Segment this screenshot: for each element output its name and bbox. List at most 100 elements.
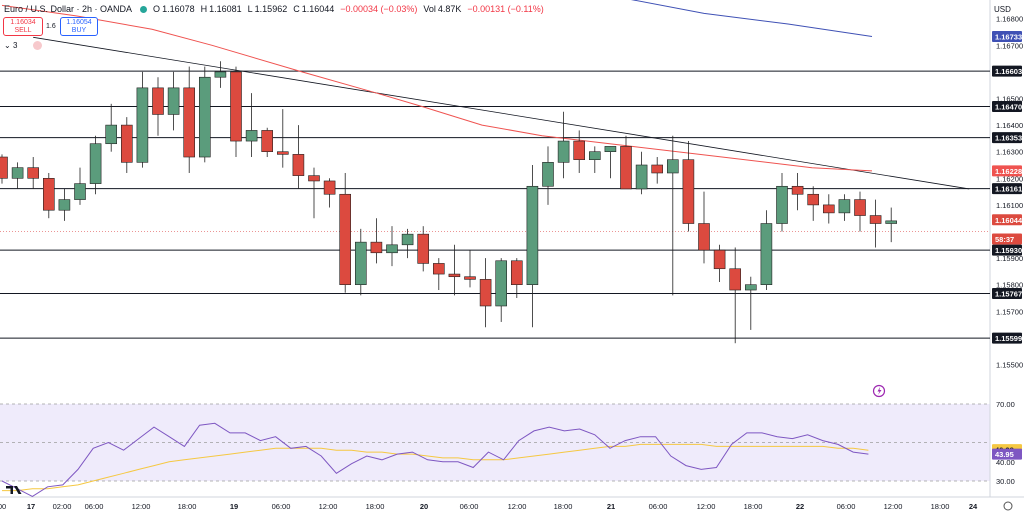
candle[interactable] [479, 258, 492, 328]
candle[interactable] [448, 244, 461, 296]
y-tick-label: 1.16800 [996, 15, 1023, 24]
candle[interactable] [167, 71, 180, 131]
candle[interactable] [354, 228, 367, 296]
candle[interactable] [74, 167, 86, 205]
level-tag-text: 1.15930 [995, 246, 1022, 255]
candle[interactable] [261, 127, 274, 158]
candle-body [542, 162, 554, 187]
x-tick-label: 22 [796, 502, 804, 511]
candle[interactable] [0, 154, 8, 184]
candle[interactable] [510, 258, 523, 298]
x-tick-label: 20 [420, 502, 428, 511]
x-tick-label: 18:00 [554, 502, 573, 511]
candle[interactable] [386, 226, 398, 267]
candle[interactable] [557, 111, 570, 179]
level-tag: 1.15767 [992, 287, 1022, 299]
rsi-tick-label: 70.00 [996, 400, 1015, 409]
x-tick-label: 00 [0, 502, 6, 511]
candle-body [417, 233, 430, 264]
candle[interactable] [760, 210, 773, 291]
candle[interactable] [58, 188, 71, 221]
chart-header: Euro / U.S. Dollar · 2h · OANDA O 1.16078… [0, 0, 550, 18]
candle[interactable] [136, 71, 149, 168]
candle[interactable] [526, 165, 539, 328]
candle[interactable] [339, 172, 352, 293]
candle[interactable] [199, 66, 211, 163]
tradingview-logo[interactable] [6, 486, 22, 494]
candle[interactable] [651, 157, 664, 184]
stat-label: C [293, 4, 300, 14]
candle-body [588, 151, 601, 160]
candle[interactable] [417, 226, 430, 272]
candle[interactable] [370, 218, 383, 264]
buy-label: BUY [71, 27, 87, 34]
candle-body [448, 273, 461, 278]
candle-body [276, 151, 289, 155]
x-tick-label: 06:00 [649, 502, 668, 511]
candle[interactable] [666, 135, 679, 296]
countdown-tag-text: 58:37 [995, 235, 1014, 244]
candle[interactable] [682, 141, 695, 232]
candle-body [885, 220, 898, 224]
candle[interactable] [542, 146, 554, 205]
candle[interactable] [42, 172, 55, 219]
candle[interactable] [573, 130, 586, 173]
countdown-tag: 58:37 [992, 233, 1022, 245]
candle[interactable] [152, 77, 164, 136]
sell-button[interactable]: 1.16034 SELL [3, 17, 43, 36]
trendline[interactable] [33, 36, 970, 190]
candle[interactable] [464, 250, 476, 288]
indicator-toggle-icon[interactable] [33, 41, 42, 50]
candle[interactable] [604, 146, 617, 179]
candle[interactable] [885, 207, 898, 243]
candle[interactable] [495, 258, 508, 322]
candle[interactable] [230, 66, 242, 158]
candle[interactable] [822, 194, 835, 224]
candle[interactable] [401, 228, 414, 259]
candle[interactable] [214, 61, 227, 88]
candle[interactable] [183, 66, 195, 173]
candle[interactable] [698, 191, 710, 264]
candle[interactable] [838, 194, 851, 221]
x-tick-label: 18:00 [366, 502, 385, 511]
candle[interactable] [791, 172, 804, 211]
x-tick-label: 12:00 [884, 502, 903, 511]
candle[interactable] [807, 186, 820, 221]
candle[interactable] [121, 117, 133, 173]
symbol-title[interactable]: Euro / U.S. Dollar · 2h · OANDA [4, 4, 133, 14]
alert-icon[interactable] [872, 384, 886, 398]
x-tick-label: 18:00 [744, 502, 763, 511]
candle[interactable] [588, 146, 601, 173]
candle[interactable] [744, 276, 757, 330]
candle[interactable] [635, 151, 648, 195]
indicator-count[interactable]: ⌄ 3 [4, 41, 18, 50]
candle[interactable] [713, 244, 726, 283]
candle[interactable] [776, 172, 788, 232]
candle-body [121, 124, 133, 163]
x-tick-label: 18:00 [178, 502, 197, 511]
level-tag-text: 1.15767 [995, 289, 1022, 298]
candle[interactable] [323, 178, 336, 208]
level-tag-text: 1.16161 [995, 185, 1022, 194]
candle-body [152, 87, 164, 115]
buy-button[interactable]: 1.16054 BUY [60, 17, 98, 36]
candle[interactable] [11, 162, 24, 189]
candle-body [807, 193, 820, 206]
candle[interactable] [276, 109, 289, 168]
candle[interactable] [105, 103, 117, 152]
candle[interactable] [27, 157, 40, 189]
settings-icon[interactable] [1003, 501, 1013, 511]
candle[interactable] [854, 191, 866, 232]
candle[interactable] [729, 247, 742, 344]
candle[interactable] [308, 167, 320, 219]
candle[interactable] [620, 135, 632, 190]
candle[interactable] [89, 135, 102, 195]
buy-price: 1.16054 [66, 19, 92, 26]
candle[interactable] [245, 93, 258, 158]
stat-value: 4.87K [437, 4, 462, 14]
candle-body [42, 178, 55, 211]
candle[interactable] [869, 199, 882, 248]
candle[interactable] [432, 258, 445, 291]
candle[interactable] [292, 125, 305, 189]
